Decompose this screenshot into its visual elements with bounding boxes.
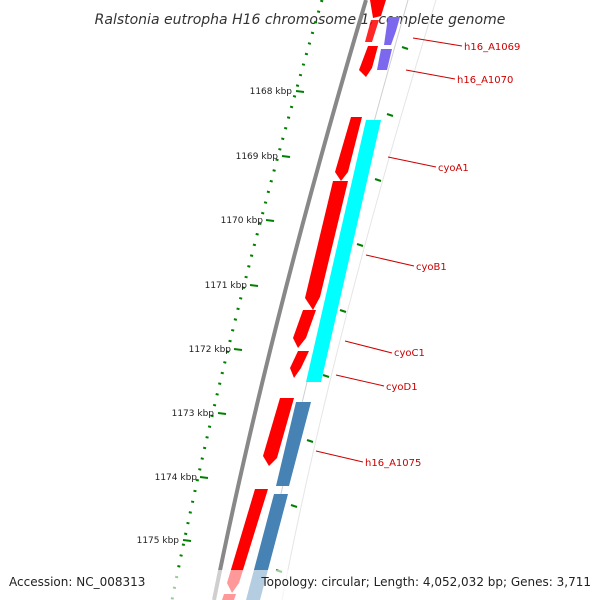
backbone-outer-ring [281,0,437,600]
tick-mark [233,348,243,351]
feature-ring-tick [290,504,298,508]
gene-labels: h16_A1069 h16_A1070 cyoA1 cyoB1 cyoC1 cy… [315,37,520,469]
scale-tick: 1170 kbp [221,216,275,226]
callout-line [412,37,463,47]
callout-line [335,374,385,387]
gene-label: h16_A1069 [464,42,520,53]
scale-ring [170,0,324,600]
tick-mark [295,90,305,93]
tick-mark [182,539,192,542]
gene-callout[interactable]: h16_A1069 [412,37,520,53]
gene-label: cyoB1 [416,262,447,273]
tick-mark [199,476,209,479]
map-title: Ralstonia eutropha H16 chromosome 1, com… [95,12,506,28]
tick-label: 1170 kbp [221,216,264,226]
cds-arrow[interactable] [293,310,316,348]
tick-label: 1175 kbp [137,536,180,546]
tick-label: 1173 kbp [172,409,215,419]
callout-line [344,340,393,354]
gene-callout[interactable]: cyoC1 [344,340,425,359]
cds-track [222,0,386,600]
topology-summary: Topology: circular; Length: 4,052,032 bp… [260,575,591,589]
scale-tick: 1169 kbp [236,152,291,162]
gene-callout[interactable]: cyoB1 [365,254,447,273]
callout-line [405,69,456,80]
scale-tick: 1168 kbp [250,87,305,97]
tick-mark [281,155,291,158]
tick-mark [217,412,227,415]
feature-ring-tick [356,243,364,247]
cds-arrow[interactable] [335,117,362,181]
cog-feature[interactable] [306,120,381,382]
gene-label: h16_A1070 [457,75,513,86]
feature-ring-tick [306,439,314,443]
tick-mark [249,284,259,287]
callout-line [365,254,415,267]
cog-track [246,17,400,600]
callout-line [387,156,437,168]
feature-ring-tick [386,113,394,117]
callout-line [315,450,364,463]
gene-label: h16_A1075 [365,458,421,469]
scale-tick: 1173 kbp [172,409,227,419]
chromosome-backbone [212,0,368,600]
tick-label: 1168 kbp [250,87,293,97]
tick-label: 1172 kbp [189,345,232,355]
feature-ring-tick [339,309,347,313]
gene-label: cyoA1 [438,163,469,174]
feature-ring-tick [401,46,409,50]
scale-tick: 1172 kbp [189,345,243,355]
gene-label: cyoC1 [394,348,425,359]
gene-callout[interactable]: h16_A1070 [405,69,513,86]
accession-text: Accession: NC_008313 [9,575,145,589]
tick-mark [265,219,275,222]
cds-arrow[interactable] [290,351,309,378]
cds-arrow[interactable] [263,398,294,466]
footer-backdrop [0,570,600,600]
cds-arrow[interactable] [227,489,268,593]
gene-label: cyoD1 [386,382,418,393]
cds-arrow[interactable] [370,0,386,18]
scale-tick: 1171 kbp [205,281,259,291]
tick-label: 1169 kbp [236,152,279,162]
feature-ring-ticks [275,46,409,573]
scale-tick: 1175 kbp [137,536,192,546]
gene-callout[interactable]: cyoD1 [335,374,418,393]
cog-feature[interactable] [377,49,392,70]
cds-arrow[interactable] [305,181,348,310]
cog-feature[interactable] [276,402,311,486]
scale-ticks: 1168 kbp 1169 kbp 1170 kbp 1171 kbp 1172… [137,87,305,546]
cds-arrow[interactable] [365,20,379,42]
tick-label: 1171 kbp [205,281,248,291]
cds-arrow[interactable] [359,46,378,77]
gene-callout[interactable]: h16_A1075 [315,450,421,469]
feature-ring-tick [374,178,382,182]
scale-tick: 1174 kbp [155,473,209,483]
gene-callout[interactable]: cyoA1 [387,156,469,174]
feature-ring-tick [322,374,330,378]
cog-feature[interactable] [384,17,400,45]
tick-label: 1174 kbp [155,473,198,483]
